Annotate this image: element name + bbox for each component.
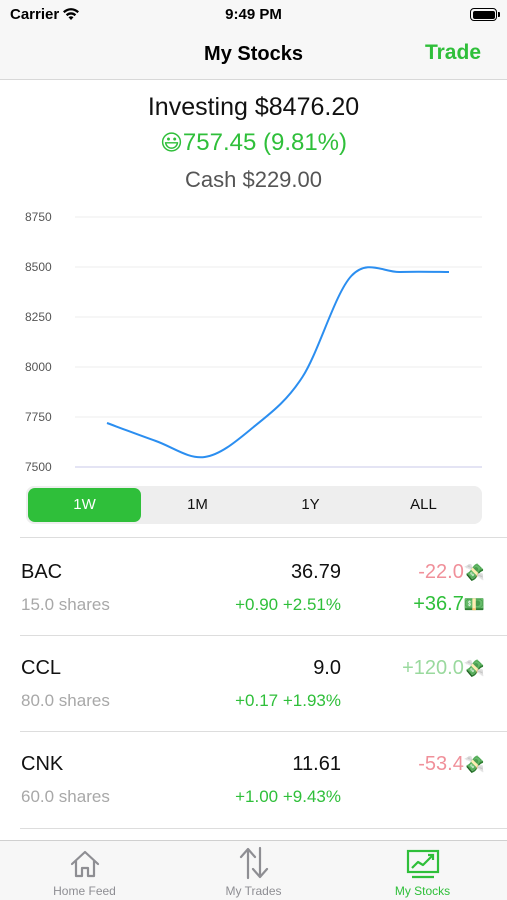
range-tab-1m[interactable]: 1M [187, 496, 208, 513]
price-change: +0.90 +2.51% [235, 595, 341, 614]
stock-price: 36.79 [290, 561, 341, 583]
profit-loss: -22.0💸 [418, 561, 485, 584]
status-bar: Carrier 9:49 PM [0, 0, 507, 30]
divider [20, 828, 507, 829]
holding-row[interactable]: BAC 15.0 shares 36.79 +0.90 +2.51% -22.0… [0, 537, 507, 633]
navigation-bar: My Stocks Trade [0, 30, 507, 80]
carrier-label: Carrier [10, 6, 60, 23]
ticker-symbol: BAC [21, 561, 63, 583]
tab-my-stocks[interactable]: My Stocks [338, 841, 507, 900]
stock-price: 9.0 [313, 657, 341, 679]
profit-loss: +120.0💸 [402, 657, 485, 680]
divider [20, 537, 507, 538]
trade-button[interactable]: Trade [424, 41, 481, 64]
tab-bar: Home Feed My Trades My Stocks [0, 840, 507, 900]
range-tab-1w[interactable]: 1W [28, 488, 141, 522]
share-count: 15.0 shares [21, 595, 110, 614]
gain-value: 757.45 (9.81%) [182, 129, 348, 156]
cash-balance: Cash $229.00 [185, 167, 322, 192]
stocks-chart-icon [406, 849, 439, 879]
money-wings-icon: 💸 [463, 563, 485, 582]
price-change: +1.00 +9.43% [235, 787, 341, 806]
ticker-symbol: CNK [21, 753, 64, 775]
range-tab-all[interactable]: ALL [410, 496, 437, 513]
share-count: 80.0 shares [21, 691, 110, 710]
dollar-bill-icon: 💵 [463, 595, 485, 614]
tab-home-feed[interactable]: Home Feed [0, 841, 169, 900]
tab-label: My Trades [225, 884, 282, 898]
investing-total: Investing $8476.20 [147, 93, 360, 121]
y-tick-label: 8000 [25, 360, 52, 374]
profit-loss: -53.4💸 [418, 753, 485, 776]
portfolio-gain: 😃757.45 (9.81%) [0, 124, 507, 162]
home-icon [70, 850, 99, 878]
tab-my-trades[interactable]: My Trades [169, 841, 338, 900]
portfolio-value-line [106, 266, 450, 459]
share-count: 60.0 shares [21, 787, 110, 806]
y-tick-label: 8250 [25, 310, 52, 324]
y-tick-label: 7500 [25, 460, 52, 474]
portfolio-chart: 8750 8500 8250 8000 7750 7500 [25, 210, 482, 474]
profit-loss-value: -53.4 [418, 753, 464, 775]
stock-price: 11.61 [292, 753, 341, 775]
portfolio-summary: Investing $8476.20 😃757.45 (9.81%) Cash … [0, 90, 507, 198]
money-wings-icon: 💸 [463, 659, 485, 678]
holding-row[interactable]: CNK 60.0 shares 11.61 +1.00 +9.43% -53.4… [0, 731, 507, 827]
y-tick-label: 7750 [25, 410, 52, 424]
holding-row[interactable]: CCL 80.0 shares 9.0 +0.17 +1.93% +120.0💸 [0, 635, 507, 731]
page-title: My Stocks [204, 43, 303, 65]
range-tab-1y[interactable]: 1Y [301, 496, 320, 513]
battery-icon [470, 8, 500, 21]
trades-arrows-icon [239, 846, 268, 880]
profit-loss-value: -22.0 [418, 561, 464, 583]
day-profit-value: +36.7 [413, 593, 464, 615]
price-change: +0.17 +1.93% [235, 691, 341, 710]
range-selector: 1W 1M 1Y ALL [26, 486, 482, 524]
money-wings-icon: 💸 [463, 755, 485, 774]
smiley-icon: 😃 [159, 130, 183, 155]
y-tick-label: 8500 [25, 260, 52, 274]
tab-label: Home Feed [53, 884, 116, 898]
divider [20, 635, 507, 636]
divider [20, 731, 507, 732]
profit-loss-value: +120.0 [402, 657, 464, 679]
day-profit: +36.7💵 [413, 593, 485, 616]
ticker-symbol: CCL [21, 657, 62, 679]
tab-label: My Stocks [394, 884, 451, 898]
wifi-icon [63, 8, 79, 20]
y-tick-label: 8750 [25, 210, 52, 224]
status-time: 9:49 PM [225, 6, 282, 23]
